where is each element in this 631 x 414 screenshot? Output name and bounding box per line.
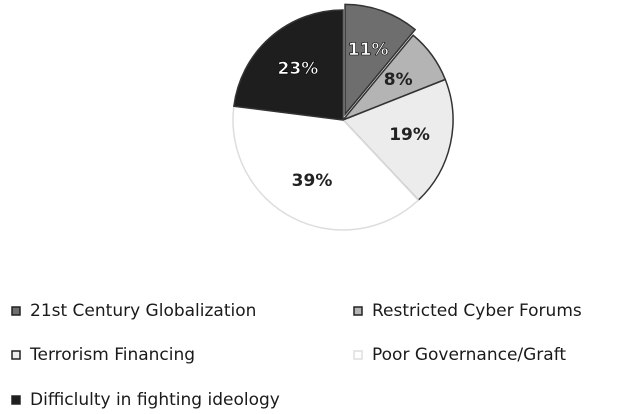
legend-marker <box>353 350 363 360</box>
legend-label: Poor Governance/Graft <box>372 345 566 365</box>
legend-marker <box>353 306 363 316</box>
legend-label: Difficlulty in fighting ideology <box>30 390 280 410</box>
data-label: 11% <box>348 40 389 60</box>
data-label: 8% <box>384 70 413 90</box>
pie-slice <box>341 78 454 202</box>
data-label: 23% <box>278 59 319 79</box>
data-label: 19% <box>389 125 430 145</box>
pie-slice <box>232 105 420 231</box>
data-label: 39% <box>292 171 333 191</box>
pie-slice <box>233 9 344 121</box>
legend-marker <box>11 350 21 360</box>
legend-marker <box>11 395 21 405</box>
legend-label: 21st Century Globalization <box>30 301 256 321</box>
legend-marker <box>11 306 21 316</box>
legend-label: Restricted Cyber Forums <box>372 301 582 321</box>
legend-label: Terrorism Financing <box>29 345 195 365</box>
pie-slice <box>344 3 417 117</box>
